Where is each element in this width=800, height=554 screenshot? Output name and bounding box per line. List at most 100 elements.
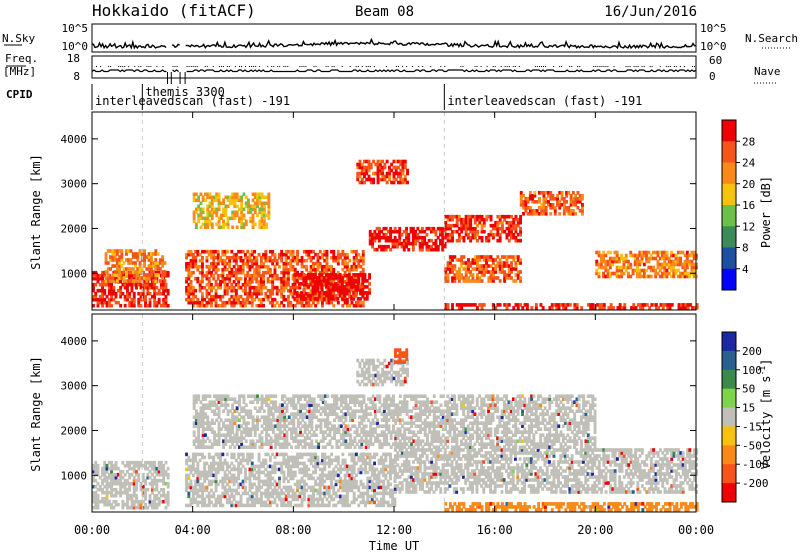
power-cell xyxy=(371,244,374,249)
power-cell xyxy=(239,258,243,263)
velocity-cell xyxy=(393,464,397,469)
power-cell xyxy=(144,285,147,290)
velocity-cell xyxy=(203,500,207,505)
velocity-cell xyxy=(414,472,418,476)
power-cell xyxy=(373,229,377,234)
velocity-cell xyxy=(198,473,202,478)
velocity-cell xyxy=(116,490,120,495)
power-cell xyxy=(469,238,473,243)
velocity-cell xyxy=(352,485,356,490)
power-cell xyxy=(141,279,145,284)
power-cell xyxy=(207,264,211,269)
power-cell xyxy=(244,222,248,227)
power-cell xyxy=(441,226,445,231)
velocity-cell xyxy=(409,472,413,476)
power-cell xyxy=(255,267,259,272)
velocity-cell xyxy=(457,463,461,467)
power-cell xyxy=(330,300,333,305)
power-cell xyxy=(334,288,337,292)
velocity-cell xyxy=(241,491,245,496)
velocity-cell xyxy=(246,491,250,496)
power-cell xyxy=(264,294,268,299)
velocity-cell xyxy=(316,476,320,481)
power-cell xyxy=(681,250,685,255)
power-cell xyxy=(642,268,646,273)
power-cell xyxy=(201,255,204,260)
power-cell xyxy=(505,220,509,225)
power-cell xyxy=(306,276,310,280)
velocity-cell xyxy=(377,470,381,475)
velocity-cell xyxy=(214,470,218,475)
power-cell xyxy=(234,270,238,275)
power-cell xyxy=(313,285,317,289)
power-cell xyxy=(357,258,361,263)
power-cell xyxy=(219,216,223,221)
power-cell xyxy=(688,253,692,258)
velocity-cell xyxy=(293,491,297,496)
power-cell xyxy=(205,288,209,293)
nave-dot xyxy=(190,66,192,67)
velocity-cell xyxy=(237,500,241,505)
power-cell xyxy=(469,226,473,231)
power-cell xyxy=(228,285,232,290)
velocity-cell xyxy=(110,502,113,507)
power-cell xyxy=(113,273,117,277)
velocity-cell xyxy=(105,493,109,498)
power-cell xyxy=(191,270,195,275)
power-cell xyxy=(251,207,255,212)
power-cell xyxy=(423,241,427,246)
power-cell xyxy=(553,206,557,210)
power-cell xyxy=(542,200,546,204)
power-cell xyxy=(146,282,150,287)
power-cell xyxy=(98,276,102,281)
velocity-cell xyxy=(314,497,318,502)
power-cell xyxy=(318,255,322,260)
power-cell xyxy=(110,285,113,290)
power-cell xyxy=(232,288,236,293)
velocity-cell xyxy=(466,451,470,455)
velocity-cell xyxy=(244,479,247,484)
power-cell xyxy=(485,258,488,262)
power-cell xyxy=(510,235,513,240)
power-cell xyxy=(198,300,202,305)
power-cell xyxy=(101,273,104,278)
power-cell xyxy=(138,252,142,256)
power-cell xyxy=(113,264,117,268)
power-cell xyxy=(149,273,153,277)
power-cell xyxy=(253,255,256,260)
power-cell xyxy=(476,217,479,222)
velocity-cell xyxy=(450,469,454,473)
power-cell xyxy=(648,306,652,310)
power-cell xyxy=(248,273,252,278)
power-cell xyxy=(516,306,520,310)
power-cell xyxy=(352,273,356,277)
power-cell xyxy=(630,306,633,310)
velocity-cell xyxy=(203,488,207,493)
power-cell xyxy=(234,258,238,263)
power-cell xyxy=(382,247,386,252)
power-cell xyxy=(359,285,362,289)
power-cell xyxy=(153,297,157,302)
power-cell xyxy=(318,279,322,283)
velocity-cell xyxy=(237,482,241,487)
power-cell xyxy=(361,273,365,277)
power-cell xyxy=(237,264,241,269)
power-cell xyxy=(208,201,212,206)
power-cell xyxy=(345,303,349,308)
velocity-cell xyxy=(400,454,404,458)
velocity-cell xyxy=(214,452,218,457)
power-cell xyxy=(262,297,265,302)
nave-dot xyxy=(694,66,695,67)
velocity-cell xyxy=(321,500,324,505)
velocity-cell xyxy=(232,476,236,481)
power-cell xyxy=(248,282,252,287)
power-cell xyxy=(525,303,529,307)
power-cell xyxy=(338,279,342,283)
velocity-cell xyxy=(198,452,202,457)
velocity-cell xyxy=(207,491,211,496)
velocity-cell xyxy=(330,458,333,463)
power-cell xyxy=(259,264,263,269)
power-cell xyxy=(166,303,170,308)
power-cell xyxy=(647,265,651,270)
velocity-cell xyxy=(187,503,191,508)
